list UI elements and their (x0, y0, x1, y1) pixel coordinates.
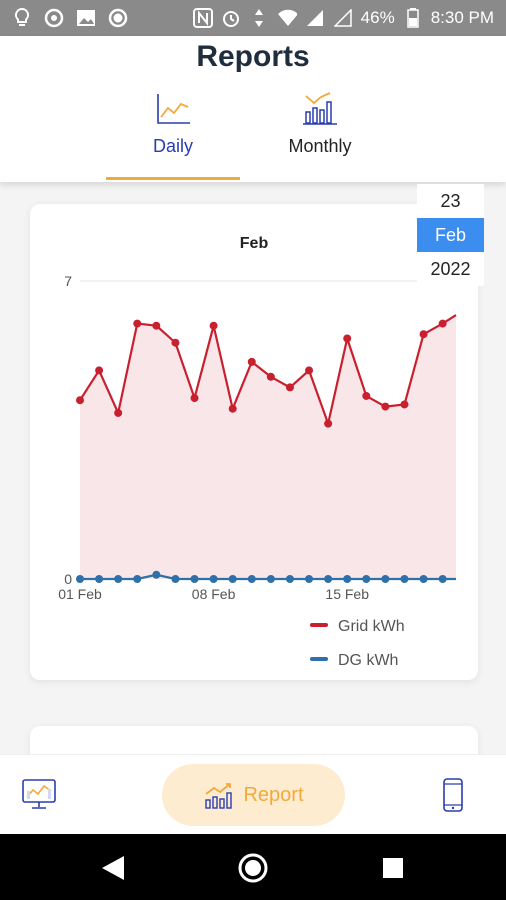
dg-point (228, 575, 237, 583)
grid-point (400, 400, 409, 409)
tab-daily[interactable]: Daily (106, 92, 240, 180)
dg-point (438, 575, 447, 583)
signal-icon (305, 8, 325, 28)
legend-label: Grid kWh (338, 618, 405, 635)
tab-monthly[interactable]: Monthly (253, 92, 387, 180)
dashboard-icon (22, 779, 56, 809)
app-header: Reports Daily Monthly (0, 36, 506, 182)
y-tick-label: 7 (64, 273, 72, 289)
bottom-nav: Report (0, 754, 506, 834)
tab-monthly-label: Monthly (288, 136, 352, 156)
data-arrows-icon (249, 8, 269, 28)
grid-point (419, 330, 428, 339)
grid-point (190, 394, 199, 403)
dg-point (133, 575, 142, 583)
energy-chart: Feb 0 7 01 Feb 08 Feb 15 Feb Grid kWh DG kWh (58, 235, 457, 669)
grid-point (285, 383, 294, 392)
dg-point (114, 575, 123, 583)
nav-report-label: Report (243, 783, 304, 806)
grid-area (80, 315, 456, 579)
grid-point (381, 402, 390, 411)
shield-icon (44, 8, 64, 28)
recents-button[interactable] (373, 848, 413, 888)
dg-point (95, 575, 104, 583)
dg-point (285, 575, 294, 583)
dg-point (362, 575, 371, 583)
x-tick-label: 15 Feb (325, 586, 369, 602)
date-picker[interactable]: 23 Feb 2022 (417, 184, 484, 286)
chart-title: Feb (240, 235, 269, 252)
grid-point (305, 366, 314, 375)
alarm-icon (221, 8, 241, 28)
x-tick-label: 01 Feb (58, 586, 102, 602)
grid-point (266, 372, 275, 381)
dg-point (247, 575, 256, 583)
status-bar: 46% 8:30 PM (0, 0, 506, 36)
dg-point (190, 575, 199, 583)
y-tick-label: 0 (64, 571, 72, 587)
bulb-icon (12, 8, 32, 28)
dg-point (381, 575, 390, 583)
nav-device[interactable] (440, 777, 466, 813)
bar-chart-icon (303, 92, 337, 125)
battery-percent: 46% (360, 8, 395, 27)
legend-label: DG kWh (338, 652, 398, 669)
grid-point (209, 321, 218, 330)
grid-point (95, 366, 104, 375)
wifi-icon (277, 8, 297, 28)
grid-point (362, 391, 371, 400)
dg-point (400, 575, 409, 583)
grid-point (114, 408, 123, 417)
picker-day[interactable]: 23 (440, 191, 461, 211)
record-icon (108, 8, 128, 28)
x-tick-label: 08 Feb (192, 586, 236, 602)
picker-month[interactable]: Feb (417, 218, 484, 252)
clock: 8:30 PM (430, 8, 494, 27)
dg-point (343, 575, 352, 583)
image-icon (76, 8, 96, 28)
home-icon (238, 853, 268, 883)
recents-icon (383, 858, 403, 878)
back-icon (102, 856, 124, 880)
back-button[interactable] (93, 848, 133, 888)
dg-point (305, 575, 314, 583)
tab-daily-label: Daily (152, 136, 193, 156)
no-signal-icon (333, 8, 353, 28)
battery-icon (403, 8, 423, 28)
grid-point (76, 396, 84, 405)
dg-point (419, 575, 428, 583)
grid-point (171, 338, 180, 347)
grid-point (438, 319, 447, 328)
grid-point (343, 334, 352, 343)
dg-point (324, 575, 333, 583)
picker-year[interactable]: 2022 (430, 259, 471, 279)
home-button[interactable] (233, 848, 273, 888)
grid-point (152, 321, 161, 330)
grid-point (133, 319, 142, 328)
nav-dashboard[interactable] (20, 777, 60, 813)
report-icon (205, 783, 233, 809)
grid-point (228, 404, 237, 413)
line-chart-icon (157, 94, 190, 124)
grid-point (324, 419, 333, 428)
dg-point (266, 575, 275, 583)
android-nav-bar (0, 834, 506, 900)
dg-point (152, 570, 161, 579)
grid-point (247, 357, 256, 366)
daily-chart-card: Feb 0 7 01 Feb 08 Feb 15 Feb Grid kWh DG kWh (30, 204, 478, 680)
dg-point (76, 575, 84, 583)
dg-point (171, 575, 180, 583)
nav-report[interactable]: Report (162, 764, 345, 826)
device-icon (443, 778, 463, 812)
nfc-icon (192, 8, 213, 28)
page-title: Reports (196, 40, 310, 73)
dg-point (209, 575, 218, 583)
